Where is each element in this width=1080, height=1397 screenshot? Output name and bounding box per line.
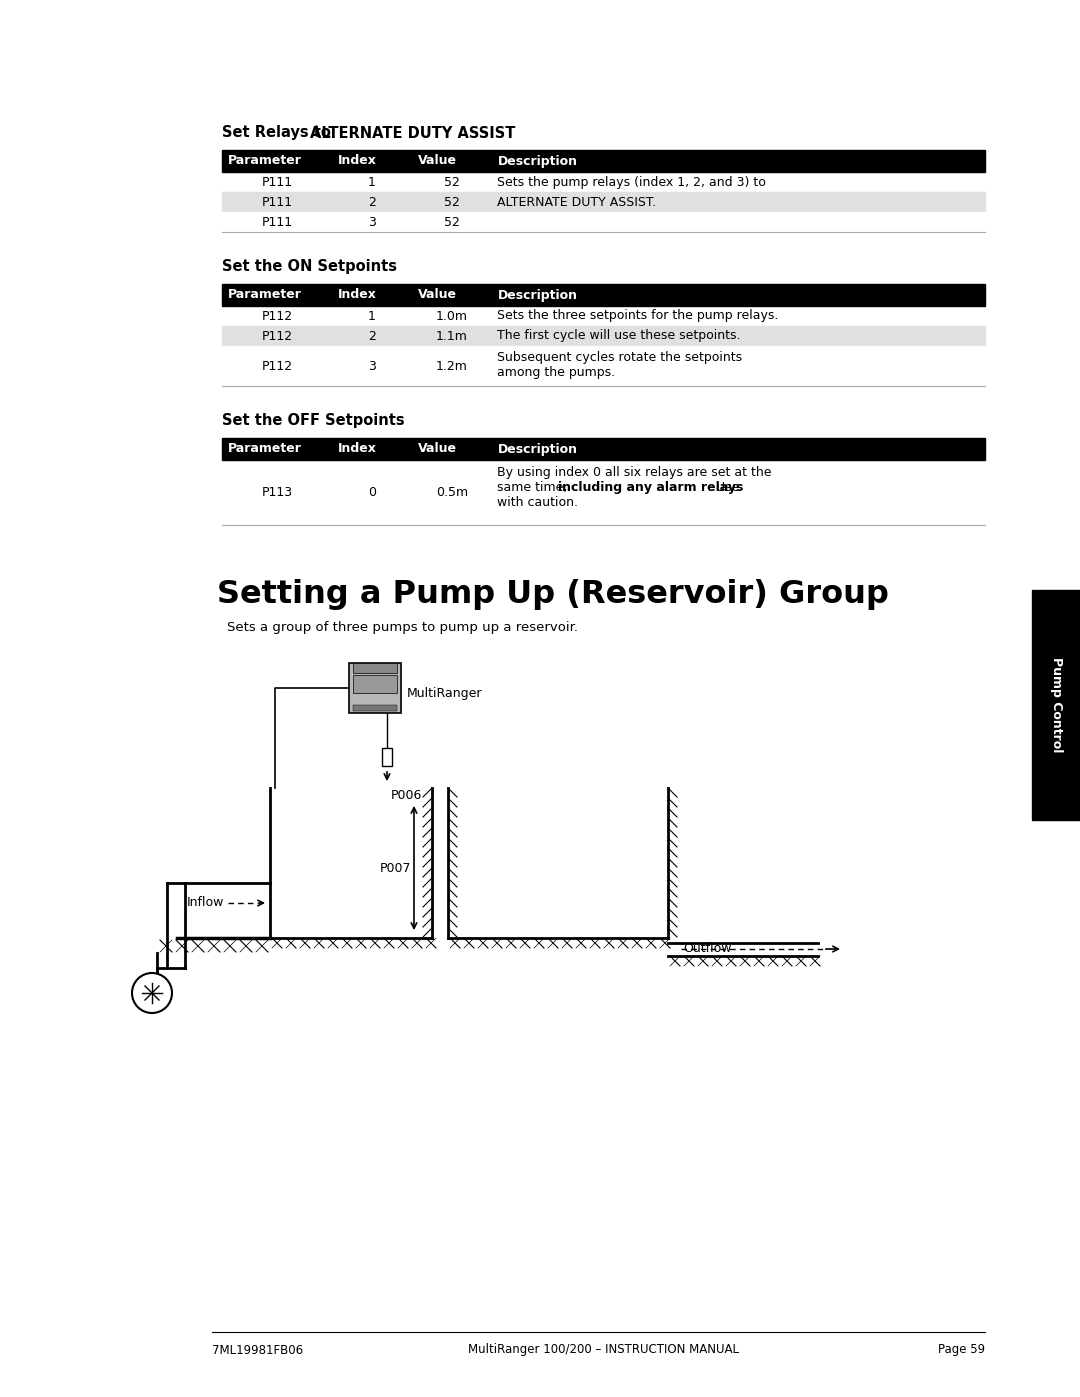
Text: Parameter: Parameter bbox=[228, 289, 302, 302]
Text: MultiRanger: MultiRanger bbox=[407, 686, 483, 700]
Text: 0: 0 bbox=[368, 486, 376, 499]
Text: 0.5m: 0.5m bbox=[436, 486, 468, 499]
Text: 1.2m: 1.2m bbox=[436, 359, 468, 373]
Text: Subsequent cycles rotate the setpoints: Subsequent cycles rotate the setpoints bbox=[497, 351, 742, 365]
Bar bbox=[222, 284, 985, 306]
Bar bbox=[222, 346, 985, 386]
Text: 52: 52 bbox=[444, 215, 460, 229]
Bar bbox=[222, 172, 985, 191]
Bar bbox=[222, 191, 985, 212]
Text: Set the OFF Setpoints: Set the OFF Setpoints bbox=[222, 414, 405, 429]
Text: By using index 0 all six relays are set at the: By using index 0 all six relays are set … bbox=[497, 467, 771, 479]
Text: Set the ON Setpoints: Set the ON Setpoints bbox=[222, 260, 397, 274]
Text: with caution.: with caution. bbox=[497, 496, 578, 509]
Text: Value: Value bbox=[418, 289, 457, 302]
Text: Index: Index bbox=[338, 289, 377, 302]
Bar bbox=[349, 664, 401, 712]
Text: 2: 2 bbox=[368, 330, 376, 342]
Text: P112: P112 bbox=[261, 330, 293, 342]
Bar bbox=[222, 439, 985, 460]
Text: 3: 3 bbox=[368, 359, 376, 373]
Text: P111: P111 bbox=[261, 196, 293, 208]
Circle shape bbox=[132, 972, 172, 1013]
Text: P111: P111 bbox=[261, 215, 293, 229]
Bar bbox=[222, 326, 985, 346]
Bar bbox=[382, 747, 392, 766]
Bar bbox=[222, 212, 985, 232]
Text: Parameter: Parameter bbox=[228, 155, 302, 168]
Text: P113: P113 bbox=[261, 486, 293, 499]
Text: Sets the three setpoints for the pump relays.: Sets the three setpoints for the pump re… bbox=[497, 310, 779, 323]
Bar bbox=[1032, 590, 1080, 820]
Bar bbox=[222, 149, 985, 172]
Text: The first cycle will use these setpoints.: The first cycle will use these setpoints… bbox=[497, 330, 741, 342]
Text: 1.1m: 1.1m bbox=[436, 330, 468, 342]
Text: 1.0m: 1.0m bbox=[436, 310, 468, 323]
Text: including any alarm relays: including any alarm relays bbox=[557, 481, 743, 495]
Text: Inflow: Inflow bbox=[187, 897, 224, 909]
Text: P112: P112 bbox=[261, 310, 293, 323]
Text: Outflow: Outflow bbox=[683, 943, 731, 956]
Text: 1: 1 bbox=[368, 310, 376, 323]
Text: ALTERNATE DUTY ASSIST.: ALTERNATE DUTY ASSIST. bbox=[497, 196, 657, 210]
Text: Sets the pump relays (index 1, 2, and 3) to: Sets the pump relays (index 1, 2, and 3)… bbox=[497, 176, 766, 189]
Text: . Use: . Use bbox=[708, 481, 740, 495]
Text: 3: 3 bbox=[368, 215, 376, 229]
Bar bbox=[353, 664, 397, 673]
Text: Description: Description bbox=[498, 289, 578, 302]
Text: Pump Control: Pump Control bbox=[1050, 658, 1063, 753]
Text: Value: Value bbox=[418, 443, 457, 455]
Bar bbox=[222, 306, 985, 326]
Text: Page 59: Page 59 bbox=[937, 1344, 985, 1356]
Bar bbox=[353, 705, 397, 711]
Text: 7ML19981FB06: 7ML19981FB06 bbox=[212, 1344, 303, 1356]
Text: same time,: same time, bbox=[497, 481, 571, 495]
Text: ALTERNATE DUTY ASSIST: ALTERNATE DUTY ASSIST bbox=[310, 126, 515, 141]
Text: among the pumps.: among the pumps. bbox=[497, 366, 616, 379]
Text: Sets a group of three pumps to pump up a reservoir.: Sets a group of three pumps to pump up a… bbox=[227, 622, 578, 634]
Text: Index: Index bbox=[338, 155, 377, 168]
Text: Description: Description bbox=[498, 443, 578, 455]
Bar bbox=[222, 460, 985, 525]
Text: 52: 52 bbox=[444, 196, 460, 208]
Text: 2: 2 bbox=[368, 196, 376, 208]
Text: P111: P111 bbox=[261, 176, 293, 189]
Text: P007: P007 bbox=[379, 862, 411, 875]
Text: P112: P112 bbox=[261, 359, 293, 373]
Text: Set Relays to: Set Relays to bbox=[222, 126, 336, 141]
Text: 1: 1 bbox=[368, 176, 376, 189]
Text: Description: Description bbox=[498, 155, 578, 168]
Text: P006: P006 bbox=[391, 789, 422, 802]
Text: Parameter: Parameter bbox=[228, 443, 302, 455]
Text: Setting a Pump Up (Reservoir) Group: Setting a Pump Up (Reservoir) Group bbox=[217, 580, 889, 610]
Text: MultiRanger 100/200 – INSTRUCTION MANUAL: MultiRanger 100/200 – INSTRUCTION MANUAL bbox=[468, 1344, 739, 1356]
Bar bbox=[353, 675, 397, 693]
Text: Index: Index bbox=[338, 443, 377, 455]
Text: Value: Value bbox=[418, 155, 457, 168]
Text: 52: 52 bbox=[444, 176, 460, 189]
